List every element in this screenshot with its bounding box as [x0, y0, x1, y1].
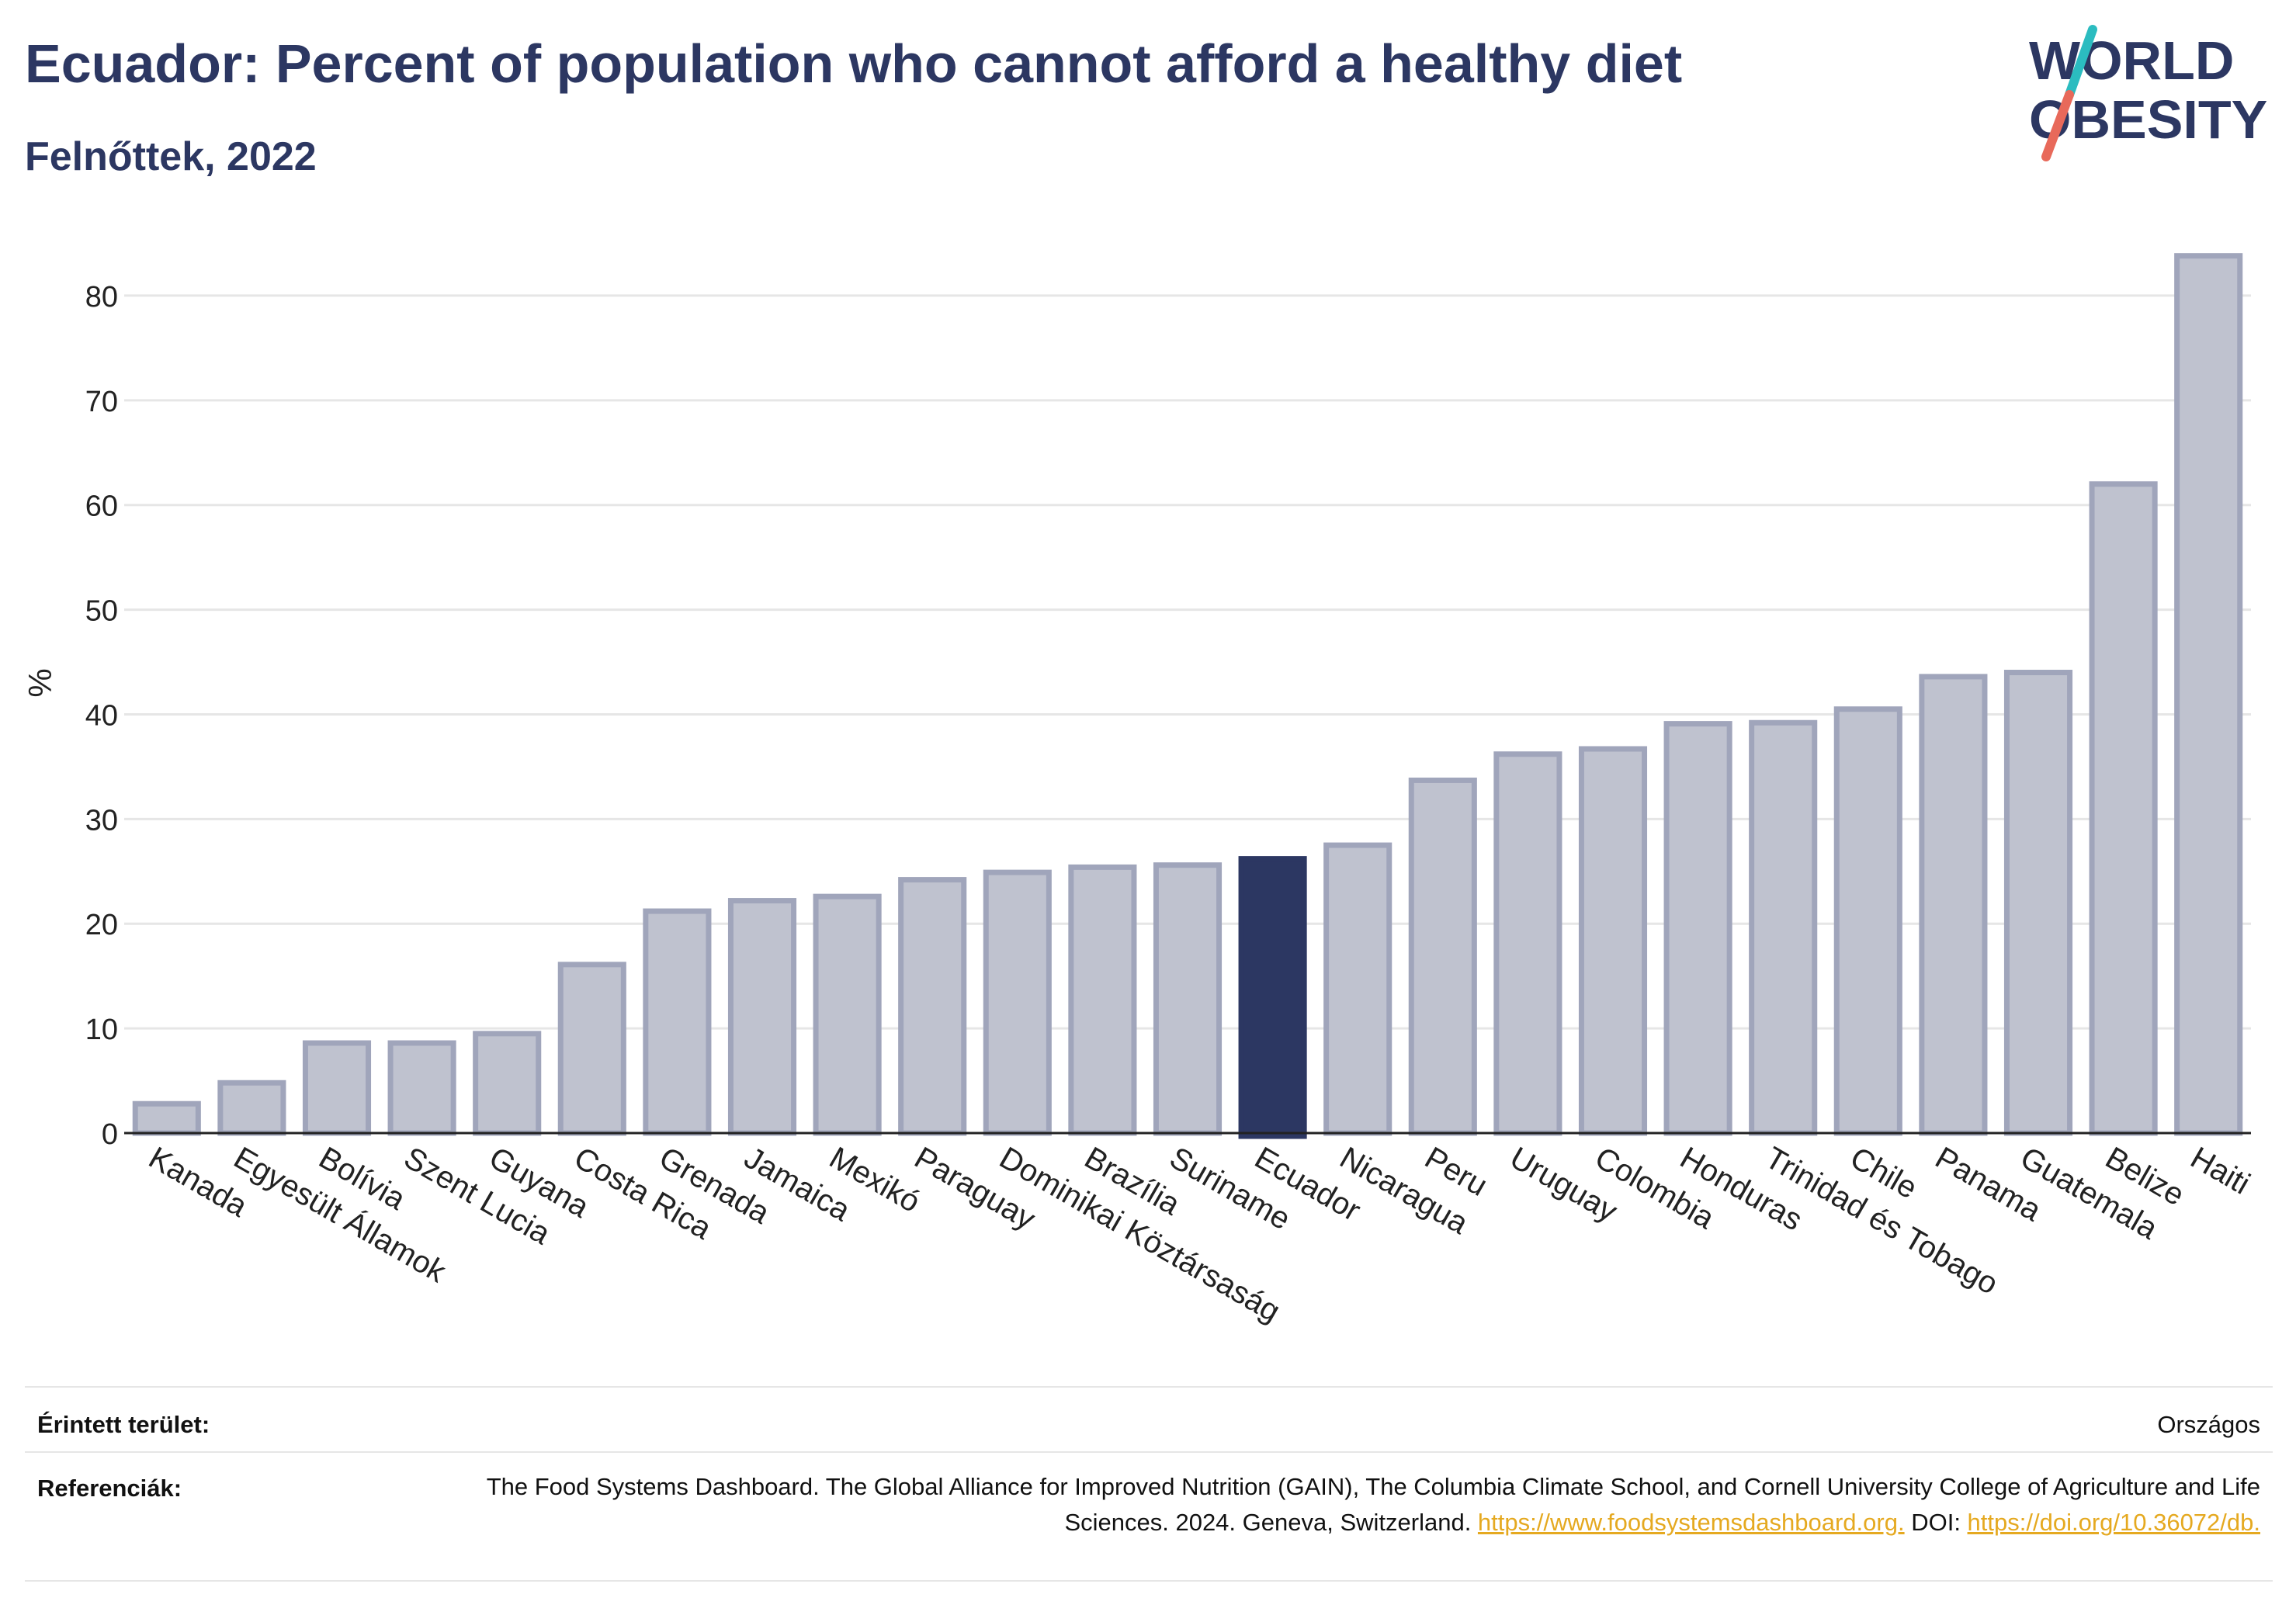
bar-grenada: [643, 908, 712, 1136]
bar-costa-rica: [557, 962, 626, 1136]
world-obesity-logo: WORLD OBESITY: [2029, 25, 2267, 161]
bar-egyes-lt-llamok: [217, 1080, 286, 1136]
y-tick-label: 0: [102, 1118, 118, 1151]
references-text: The Food Systems Dashboard. The Global A…: [475, 1469, 2260, 1541]
bar-dominikai-k-zt-rsas-g: [983, 869, 1052, 1136]
bar-peru: [1408, 777, 1477, 1136]
bar-haiti: [2174, 253, 2243, 1136]
bar-trinidad-s-tobago: [1749, 719, 1818, 1136]
bar-paraguay: [898, 877, 967, 1136]
bar-suriname: [1153, 862, 1223, 1136]
chart-subtitle: Felnőttek, 2022: [25, 134, 317, 179]
bar-guatemala: [2003, 670, 2073, 1136]
area-label: Érintett terület:: [37, 1411, 210, 1438]
bar-colombia: [1578, 746, 1648, 1136]
bar-nicaragua: [1323, 842, 1393, 1136]
references-label: Referenciák:: [37, 1475, 182, 1502]
logo-slash-top-icon: [2065, 25, 2097, 99]
bar-belize: [2089, 481, 2158, 1136]
y-tick-label: 40: [85, 699, 118, 732]
footer-divider-bottom: [25, 1580, 2273, 1582]
logo-slash-bottom-icon: [2041, 90, 2074, 161]
logo-line1: WORLD: [2029, 30, 2234, 91]
y-tick-label: 60: [85, 490, 118, 523]
x-tick-label: Kanada: [143, 1141, 253, 1224]
y-tick-label: 80: [85, 281, 118, 314]
footer-divider-top: [25, 1386, 2273, 1388]
chart-title: Ecuador: Percent of population who canno…: [25, 33, 1683, 94]
area-value: Országos: [2157, 1411, 2260, 1438]
bar-kanada: [132, 1100, 201, 1136]
reference-citation: The Food Systems Dashboard. The Global A…: [486, 1473, 2260, 1536]
bar-uruguay: [1493, 751, 1562, 1136]
bar-chile: [1833, 706, 1902, 1136]
bar-bol-via: [302, 1040, 372, 1136]
y-tick-label: 10: [85, 1014, 118, 1046]
bar-guyana: [473, 1031, 542, 1136]
y-tick-label: 20: [85, 909, 118, 941]
doi-link[interactable]: https://doi.org/10.36072/db.: [1967, 1509, 2260, 1536]
y-axis-label: %: [22, 668, 58, 697]
bar-jamaica: [727, 898, 797, 1136]
x-tick-label: Haiti: [2185, 1141, 2256, 1201]
bar-mexik-: [813, 893, 882, 1136]
dashboard-link[interactable]: https://www.foodsystemsdashboard.org.: [1477, 1509, 1905, 1536]
bar-ecuador: [1238, 856, 1307, 1139]
y-tick-label: 30: [85, 804, 118, 837]
footer-divider-middle: [25, 1451, 2273, 1453]
bar-panama: [1919, 674, 1988, 1136]
bar-braz-lia: [1068, 864, 1137, 1136]
bar-szent-lucia: [387, 1040, 456, 1136]
doi-label: DOI:: [1904, 1509, 1968, 1536]
bar-honduras: [1663, 721, 1732, 1136]
y-tick-label: 50: [85, 595, 118, 628]
y-tick-label: 70: [85, 386, 118, 418]
